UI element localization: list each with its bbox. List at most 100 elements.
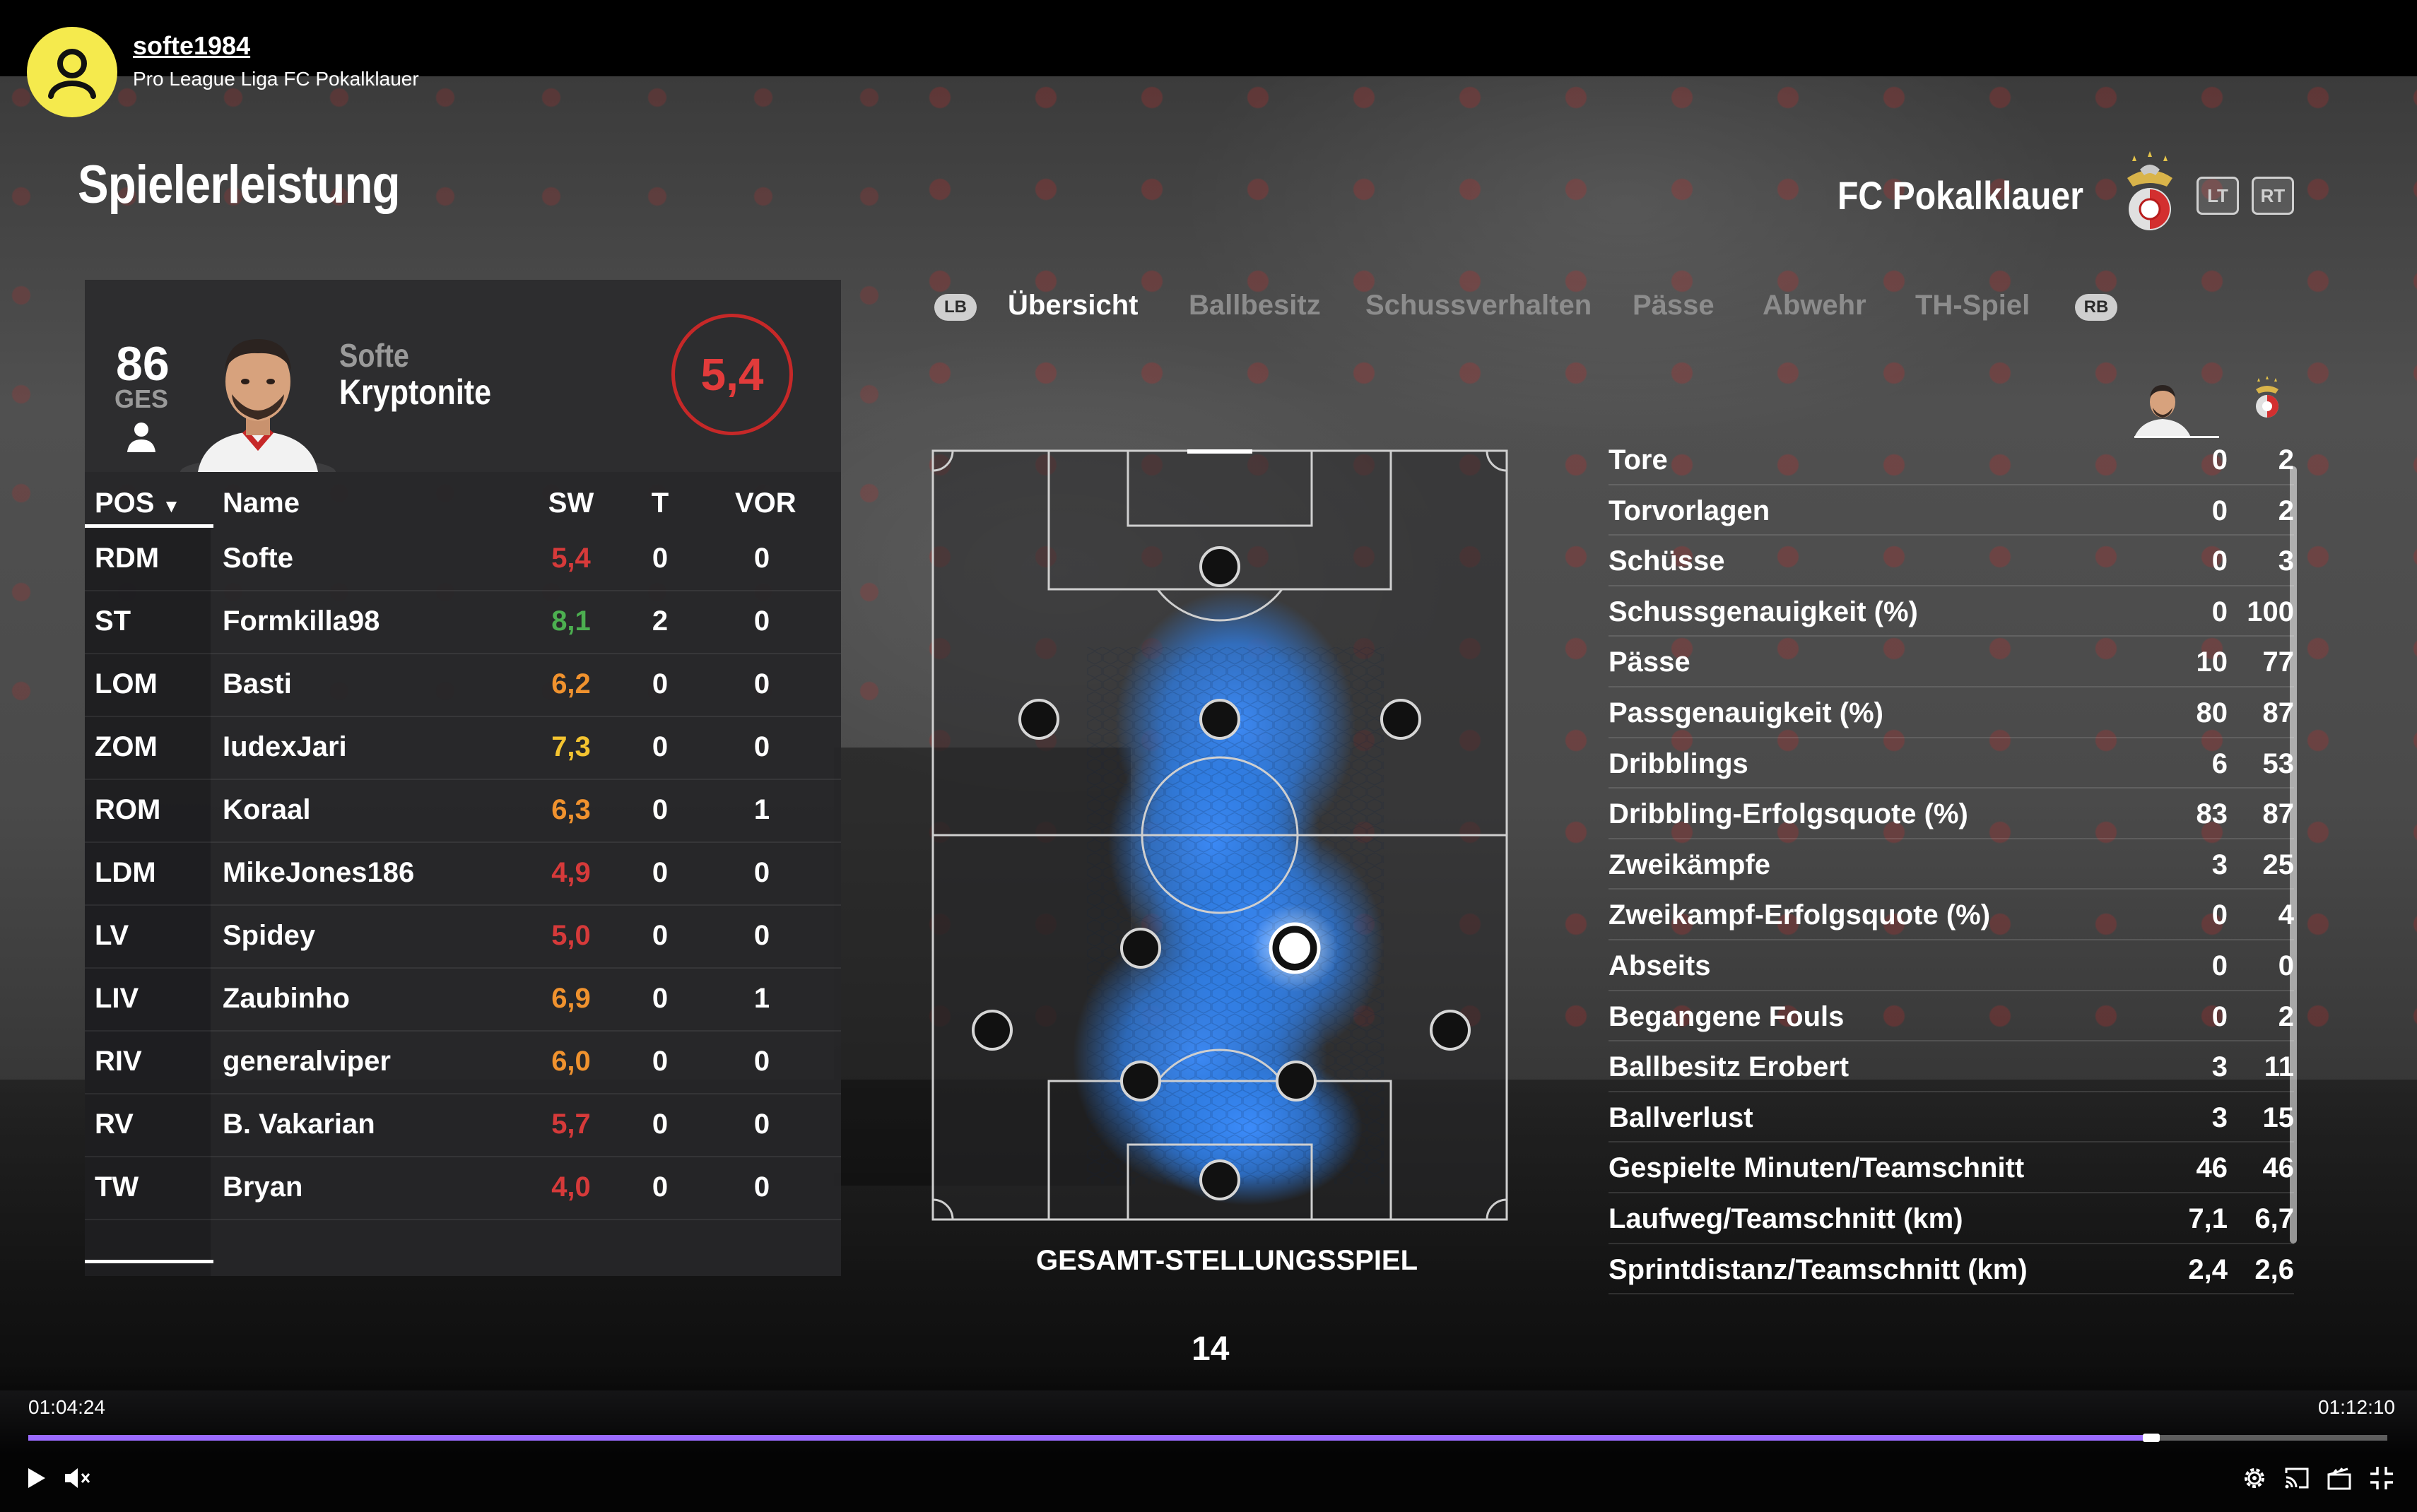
stat-player-value: 0 bbox=[2211, 545, 2228, 577]
player-name: IudexJari bbox=[223, 731, 347, 762]
stat-row: Dribblings 6 53 bbox=[1609, 738, 2294, 789]
stat-label: Zweikämpfe bbox=[1609, 849, 1770, 880]
player-goals: 0 bbox=[652, 920, 669, 951]
player-assists: 1 bbox=[753, 794, 770, 825]
lineup-row[interactable]: ZOM IudexJari 7,3 0 0 bbox=[85, 717, 841, 780]
lb-button[interactable]: LB bbox=[934, 294, 977, 321]
stat-label: Tore bbox=[1609, 444, 1668, 476]
player-head-icon bbox=[2134, 385, 2219, 438]
player-name: Formkilla98 bbox=[223, 606, 380, 637]
sort-indicator bbox=[85, 524, 213, 528]
stat-label: Begangene Fouls bbox=[1609, 1000, 1845, 1032]
seek-bar[interactable] bbox=[28, 1434, 2387, 1442]
stat-player-value: 0 bbox=[2211, 495, 2228, 526]
stat-label: Ballverlust bbox=[1609, 1101, 1753, 1133]
player-position: ROM bbox=[95, 794, 161, 825]
seek-bar-handle[interactable] bbox=[2143, 1434, 2160, 1442]
lineup-row[interactable]: ROM Koraal 6,3 0 1 bbox=[85, 780, 841, 843]
channel-name-link[interactable]: softe1984 bbox=[133, 31, 251, 60]
player-name: Softe bbox=[223, 543, 293, 574]
stat-row: Ballverlust 3 15 bbox=[1609, 1092, 2294, 1143]
tab-schussverhalten[interactable]: Schussverhalten bbox=[1365, 290, 1592, 321]
gear-icon bbox=[2245, 1468, 2264, 1488]
stat-team-value: 46 bbox=[2262, 1152, 2295, 1184]
stat-row: Zweikämpfe 3 25 bbox=[1609, 839, 2294, 890]
player-assists: 0 bbox=[753, 543, 770, 574]
player-match-rating: 5,7 bbox=[551, 1109, 591, 1140]
mute-button[interactable] bbox=[61, 1461, 95, 1495]
screen-title: Spielerleistung bbox=[78, 155, 400, 215]
stats-table: Tore 0 2 Torvorlagen 0 2 Schüsse 0 3 Schussgenaui… bbox=[1609, 435, 2295, 1295]
tab-uebersicht[interactable]: Übersicht bbox=[1008, 290, 1139, 321]
match-rating-badge: 5,4 bbox=[671, 314, 793, 435]
stat-label: Abseits bbox=[1609, 950, 1711, 981]
cast-button[interactable] bbox=[2280, 1461, 2314, 1495]
stat-label: Dribbling-Erfolgsquote (%) bbox=[1609, 798, 1968, 830]
player-goals: 0 bbox=[652, 857, 669, 888]
player-position: ZOM bbox=[95, 731, 158, 762]
tab-th-spiel[interactable]: TH-Spiel bbox=[1915, 290, 2030, 321]
stat-team-value: 11 bbox=[2264, 1051, 2294, 1083]
lineup-table-header: POS ▼ Name SW T VOR bbox=[85, 472, 841, 528]
player-match-rating: 7,3 bbox=[551, 731, 591, 762]
stat-team-value: 25 bbox=[2262, 849, 2295, 880]
settings-button[interactable] bbox=[2237, 1461, 2271, 1495]
stat-team-value: 2,6 bbox=[2254, 1253, 2294, 1285]
player-position: ST bbox=[95, 606, 131, 637]
player-name: Bryan bbox=[223, 1171, 303, 1203]
player-assists: 0 bbox=[753, 731, 770, 762]
stat-player-value: 0 bbox=[2211, 596, 2228, 627]
lineup-row[interactable]: LDM MikeJones186 4,9 0 0 bbox=[85, 843, 841, 906]
stat-row: Schussgenauigkeit (%) 0 100 bbox=[1609, 586, 2294, 637]
lt-button[interactable]: LT bbox=[2197, 177, 2239, 215]
stat-row: Zweikampf-Erfolgsquote (%) 0 4 bbox=[1609, 890, 2294, 940]
video-title: Pro League Liga FC Pokalklauer bbox=[133, 68, 419, 90]
player-first-name: Softe bbox=[339, 337, 409, 374]
rt-button[interactable]: RT bbox=[2252, 177, 2294, 215]
stat-row: Torvorlagen 0 2 bbox=[1609, 485, 2294, 536]
list-end-indicator bbox=[85, 1260, 213, 1263]
column-pos-header[interactable]: POS ▼ bbox=[95, 488, 180, 519]
lineup-row[interactable]: RDM Softe 5,4 0 0 bbox=[85, 528, 841, 591]
lineup-row[interactable]: RV B. Vakarian 5,7 0 0 bbox=[85, 1094, 841, 1157]
stats-scrollbar[interactable] bbox=[2290, 466, 2297, 1244]
lineup-row[interactable]: LIV Zaubinho 6,9 0 1 bbox=[85, 969, 841, 1032]
stat-player-value: 6 bbox=[2211, 748, 2228, 779]
stat-team-value: 2 bbox=[2278, 495, 2294, 526]
overall-rating: 86 bbox=[116, 337, 170, 391]
tab-paesse[interactable]: Pässe bbox=[1633, 290, 1715, 321]
stat-label: Schussgenauigkeit (%) bbox=[1609, 596, 1918, 627]
tab-ballbesitz[interactable]: Ballbesitz bbox=[1189, 290, 1321, 321]
player-name: Zaubinho bbox=[223, 983, 350, 1014]
stat-player-value: 0 bbox=[2211, 899, 2228, 931]
column-sw-header: SW bbox=[548, 488, 594, 519]
stat-team-value: 4 bbox=[2278, 899, 2294, 931]
player-goals: 0 bbox=[652, 983, 669, 1014]
stat-row: Gespielte Minuten/Teamschnitt 46 46 bbox=[1609, 1142, 2294, 1193]
player-name: Spidey bbox=[223, 920, 316, 951]
lineup-row[interactable]: LOM Basti 6,2 0 0 bbox=[85, 654, 841, 717]
stat-team-value: 87 bbox=[2262, 697, 2295, 728]
rb-button[interactable]: RB bbox=[2075, 294, 2117, 321]
stat-row: Laufweg/Teamschnitt (km) 7,1 6,7 bbox=[1609, 1193, 2294, 1244]
lineup-row[interactable]: TW Bryan 4,0 0 0 bbox=[85, 1157, 841, 1220]
play-button[interactable] bbox=[18, 1461, 52, 1495]
player-name: Koraal bbox=[223, 794, 311, 825]
stat-row: Tore 0 2 bbox=[1609, 435, 2294, 485]
stat-team-value: 15 bbox=[2262, 1101, 2295, 1133]
stat-player-value: 0 bbox=[2211, 950, 2228, 981]
clapperboard-icon bbox=[2327, 1467, 2351, 1490]
stat-player-value: 3 bbox=[2211, 849, 2228, 880]
lineup-row[interactable]: ST Formkilla98 8,1 2 0 bbox=[85, 591, 841, 654]
player-goals: 0 bbox=[652, 543, 669, 574]
column-t-header: T bbox=[651, 488, 669, 519]
miniplayer-button[interactable] bbox=[2322, 1461, 2356, 1495]
player-match-rating: 6,2 bbox=[551, 668, 591, 699]
exit-fullscreen-button[interactable] bbox=[2365, 1461, 2399, 1495]
channel-avatar[interactable] bbox=[27, 27, 117, 117]
lineup-row[interactable]: LV Spidey 5,0 0 0 bbox=[85, 906, 841, 969]
player-assists: 0 bbox=[753, 1046, 770, 1077]
player-position: RDM bbox=[95, 543, 160, 574]
lineup-row[interactable]: RIV generalviper 6,0 0 0 bbox=[85, 1032, 841, 1094]
tab-abwehr[interactable]: Abwehr bbox=[1763, 290, 1866, 321]
